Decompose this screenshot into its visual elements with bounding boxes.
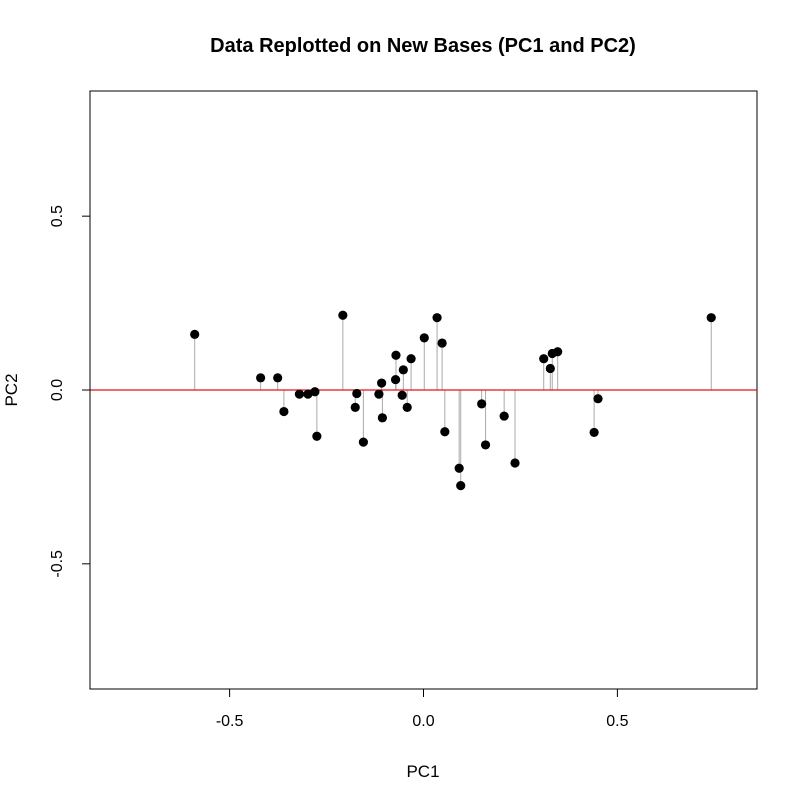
data-point-16 [391, 350, 401, 360]
data-point-27 [477, 399, 487, 409]
chart-title: Data Replotted on New Bases (PC1 and PC2… [210, 35, 636, 57]
data-point-4 [294, 389, 305, 399]
y-axis-label: PC2 [2, 373, 21, 406]
y-tick-label-1: 0.0 [49, 379, 66, 401]
y-tick-label-0: -0.5 [49, 550, 66, 578]
data-point-18 [398, 365, 408, 375]
y-tick-label-2: 0.5 [49, 205, 66, 227]
data-point-2 [273, 373, 283, 383]
data-point-35 [589, 427, 599, 438]
x-tick-label-2: 0.5 [606, 713, 628, 730]
data-point-11 [358, 437, 368, 447]
data-point-0 [190, 329, 200, 339]
data-point-21 [419, 333, 429, 343]
data-point-32 [545, 363, 555, 374]
data-point-17 [397, 390, 407, 400]
data-point-37 [706, 313, 716, 323]
y-axis: -0.5 0.0 0.5 [49, 205, 91, 578]
data-point-25 [454, 463, 464, 473]
x-axis: -0.5 0.0 0.5 [216, 688, 629, 730]
x-tick-label-0: -0.5 [216, 713, 244, 730]
data-point-28 [480, 440, 491, 450]
data-point-15 [390, 374, 401, 385]
data-point-12 [374, 389, 384, 399]
data-point-31 [539, 354, 549, 364]
stems-group [194, 315, 712, 486]
data-point-6 [310, 387, 320, 397]
data-point-10 [352, 388, 362, 399]
data-point-36 [593, 394, 603, 404]
data-point-23 [437, 338, 447, 348]
data-point-3 [279, 406, 289, 417]
data-point-19 [402, 402, 412, 412]
data-point-30 [510, 458, 520, 468]
data-point-8 [338, 310, 348, 320]
data-point-13 [377, 378, 387, 388]
data-point-7 [312, 431, 322, 441]
data-point-5 [303, 389, 313, 399]
data-point-9 [350, 402, 360, 412]
data-point-29 [499, 411, 509, 421]
data-point-20 [406, 354, 416, 364]
points-group [190, 310, 716, 491]
x-tick-label-1: 0.0 [412, 713, 434, 730]
data-point-34 [553, 347, 563, 357]
data-point-26 [456, 481, 466, 491]
data-point-24 [440, 427, 450, 437]
data-point-1 [256, 373, 266, 383]
data-point-14 [377, 413, 387, 423]
data-point-22 [432, 313, 442, 323]
x-axis-label: PC1 [406, 762, 439, 781]
